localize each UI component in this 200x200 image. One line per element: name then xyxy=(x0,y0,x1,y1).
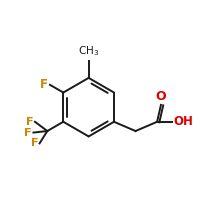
Text: F: F xyxy=(26,117,33,127)
Text: F: F xyxy=(31,138,38,148)
Text: O: O xyxy=(156,90,166,103)
Text: OH: OH xyxy=(173,115,193,128)
Text: F: F xyxy=(40,78,48,91)
Text: CH$_3$: CH$_3$ xyxy=(78,44,99,58)
Text: F: F xyxy=(24,128,32,138)
